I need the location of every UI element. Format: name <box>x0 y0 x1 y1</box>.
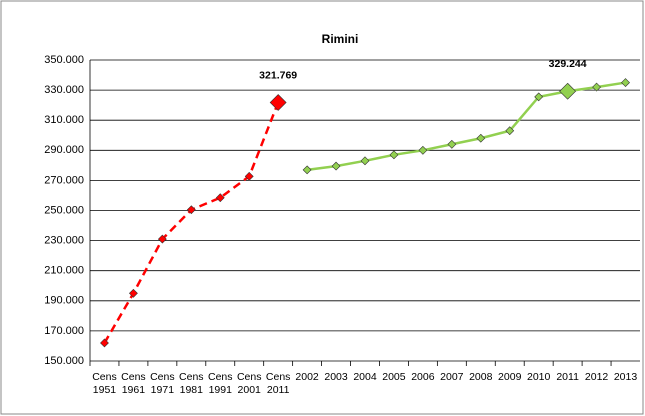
x-tick-label: Cens 1971 <box>150 371 175 396</box>
x-tick-label: 2009 <box>498 371 522 383</box>
x-tick-label: Cens 2001 <box>236 371 262 396</box>
data-point <box>186 205 196 215</box>
data-point <box>592 82 602 92</box>
data-point <box>157 234 167 244</box>
y-tick-label: 250.000 <box>44 204 84 216</box>
data-point <box>360 156 370 166</box>
data-point <box>128 288 138 298</box>
data-point <box>302 165 312 175</box>
y-tick-label: 190.000 <box>44 295 84 307</box>
x-tick-label: Cens 1981 <box>179 371 204 396</box>
data-point <box>269 94 287 111</box>
y-tick-label: 350.000 <box>44 54 84 66</box>
y-tick-label: 170.000 <box>44 325 84 337</box>
data-point <box>559 82 577 100</box>
x-tick-label: 2007 <box>440 371 464 383</box>
x-tick-label: 2011 <box>556 371 579 383</box>
chart-title: Rimini <box>322 32 359 46</box>
data-point <box>476 133 486 143</box>
data-point <box>244 171 254 181</box>
y-tick-label: 290.000 <box>44 144 84 156</box>
x-tick-label: Cens 1991 <box>207 371 233 396</box>
data-label: 329.244 <box>549 58 587 70</box>
data-point <box>331 161 341 171</box>
data-point <box>418 145 428 155</box>
data-point <box>621 78 630 87</box>
y-tick-label: 150.000 <box>44 355 84 367</box>
data-label: 321.769 <box>259 69 297 81</box>
y-tick-label: 270.000 <box>44 174 84 186</box>
x-tick-label: 2005 <box>382 371 406 383</box>
x-tick-label: Cens 1951 <box>92 371 117 396</box>
data-point <box>100 338 109 348</box>
x-tick-label: 2006 <box>411 371 435 383</box>
x-tick-label: Cens 2011 <box>265 371 291 396</box>
data-point <box>534 92 544 102</box>
y-tick-label: 230.000 <box>44 235 84 247</box>
x-tick-label: 2004 <box>353 371 377 383</box>
data-point <box>215 193 225 203</box>
y-tick-label: 210.000 <box>44 265 84 277</box>
x-tick-label: 2002 <box>295 371 319 383</box>
x-tick-label: 2012 <box>584 371 609 383</box>
x-tick-label: 2013 <box>613 371 638 383</box>
data-point <box>389 150 399 160</box>
x-tick-label: Cens 1961 <box>121 371 146 396</box>
data-point <box>505 126 515 136</box>
x-tick-label: 2003 <box>324 371 348 383</box>
x-tick-label: 2008 <box>469 371 493 383</box>
y-tick-label: 310.000 <box>44 114 84 126</box>
y-tick-label: 330.000 <box>44 84 84 96</box>
x-tick-label: 2010 <box>526 371 551 383</box>
data-point <box>447 139 457 149</box>
